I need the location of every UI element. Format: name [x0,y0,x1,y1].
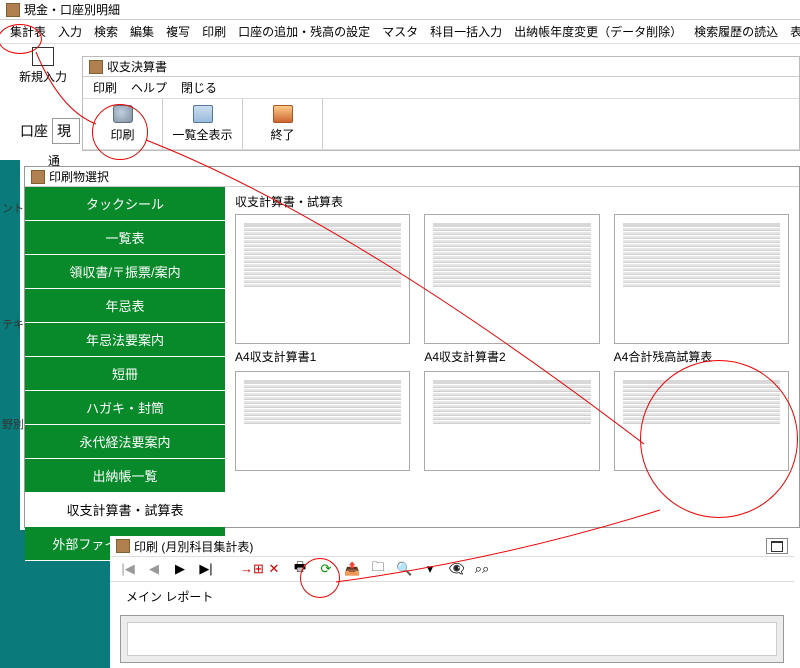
sub-window-title: 収支決算書 [107,58,167,75]
cat-tack-seal[interactable]: タックシール [25,187,225,221]
main-titlebar: 現金・口座別明細 [0,0,800,20]
menu-account-add[interactable]: 口座の追加・残高の設定 [238,23,370,40]
menu-summary[interactable]: 集計表 [10,23,46,40]
folder-icon[interactable]: 🗀 [370,558,386,580]
zoom-icon[interactable]: 🔍 [396,561,412,577]
sub-menu-close[interactable]: 閉じる [181,79,217,96]
thumb-1[interactable]: A4収支計算書1 [235,214,410,365]
app-icon [6,3,20,17]
toolbar-listall-button[interactable]: 一覧全表示 [163,99,243,149]
sub-titlebar: 収支決算書 [83,57,799,77]
cat-nenki[interactable]: 年忌表 [25,289,225,323]
thumb-6[interactable] [614,371,789,471]
cat-receipt[interactable]: 領収書/〒振票/案内 [25,255,225,289]
thumb-5[interactable] [424,371,599,471]
print-sel-icon [31,170,45,184]
menu-master[interactable]: マスタ [382,23,418,40]
find-icon[interactable]: 👁‍🗨 [448,561,464,577]
refresh-icon[interactable]: ⟳ [318,561,334,577]
menu-input[interactable]: 入力 [58,23,82,40]
print-selection-window: 印刷物選択 タックシール 一覧表 領収書/〒振票/案内 年忌表 年忌法要案内 短… [24,166,800,528]
list-icon [193,105,213,123]
print-preview-canvas[interactable] [120,615,784,663]
print-preview-window: 印刷 (月別科目集計表) |◀ ◀ ▶ ▶| →⊞ ✕ 🖶 ⟳ 📤 🗀 🔍 ▾ … [110,536,794,668]
main-window-title: 現金・口座別明細 [24,1,120,18]
nav-prev-icon[interactable]: ◀ [146,561,162,577]
add-icon[interactable]: →⊞ [240,561,256,577]
sub-menubar: 印刷 ヘルプ 閉じる [83,77,799,99]
cat-eidai[interactable]: 永代経法要案内 [25,425,225,459]
account-row: 口座 現 [20,118,80,144]
print-category-menu: タックシール 一覧表 領収書/〒振票/案内 年忌表 年忌法要案内 短冊 ハガキ・… [25,187,225,527]
tab-main-report[interactable]: メイン レポート [120,586,219,607]
menu-bulk-subject[interactable]: 科目一括入力 [430,23,502,40]
main-menubar: 集計表 入力 検索 編集 複写 印刷 口座の追加・残高の設定 マスタ 科目一括入… [0,20,800,44]
nav-first-icon[interactable]: |◀ [120,561,136,577]
nav-last-icon[interactable]: ▶| [198,561,214,577]
export-icon[interactable]: 📤 [344,561,360,577]
print-preview-titlebar: 印刷 (月別科目集計表) [110,536,794,556]
thumb-3-label: A4合計残高試算表 [614,348,789,365]
thumb-5-image [424,371,599,471]
print-selection-title: 印刷物選択 [49,168,109,185]
printer-icon [113,105,133,123]
cat-tanzaku[interactable]: 短冊 [25,357,225,391]
toolbar-exit-button[interactable]: 終了 [243,99,323,149]
sub-app-icon [89,60,103,74]
menu-view[interactable]: 表示 [790,23,800,40]
account-select[interactable]: 現 [52,118,80,144]
thumb-2[interactable]: A4収支計算書2 [424,214,599,365]
close-icon[interactable]: ✕ [266,561,282,577]
thumb-2-label: A4収支計算書2 [424,348,599,365]
menu-year-change[interactable]: 出納帳年度変更（データ削除） [514,23,682,40]
cat-list[interactable]: 一覧表 [25,221,225,255]
thumb-3-image [614,214,789,344]
thumb-section-header: 収支計算書・試算表 [235,193,789,210]
nav-next-icon[interactable]: ▶ [172,561,188,577]
print-icon[interactable]: 🖶 [292,558,308,580]
thumb-1-image [235,214,410,344]
print-preview-page [127,622,777,656]
toolbar-exit-label: 終了 [270,126,294,143]
new-input-label: 新規入力 [10,68,76,85]
toolbar-print-button[interactable]: 印刷 [83,99,163,149]
zoom-dropdown-icon[interactable]: ▾ [422,561,438,577]
new-document-icon [32,48,54,66]
cat-ledger-list[interactable]: 出納帳一覧 [25,459,225,493]
cat-balance-sheet[interactable]: 収支計算書・試算表 [25,493,225,527]
toolbar-print-label: 印刷 [110,126,134,143]
menu-search[interactable]: 検索 [94,23,118,40]
thumb-3[interactable]: A4合計残高試算表 [614,214,789,365]
new-input-button[interactable]: 新規入力 [10,48,76,85]
cat-hagaki[interactable]: ハガキ・封筒 [25,391,225,425]
print-selection-titlebar: 印刷物選択 [25,167,799,187]
menu-print[interactable]: 印刷 [202,23,226,40]
thumb-4[interactable] [235,371,410,471]
print-preview-title: 印刷 (月別科目集計表) [134,538,253,555]
thumb-1-label: A4収支計算書1 [235,348,410,365]
menu-search-history[interactable]: 検索履歴の読込 [694,23,778,40]
left-label-3: 野別 [2,416,24,432]
left-label-2: テキ [2,316,24,332]
thumb-4-image [235,371,410,471]
maximize-button[interactable] [766,538,788,554]
print-preview-toolbar: |◀ ◀ ▶ ▶| →⊞ ✕ 🖶 ⟳ 📤 🗀 🔍 ▾ 👁‍🗨 ⌕⌕ [110,556,794,582]
sub-menu-help[interactable]: ヘルプ [131,79,167,96]
sub-toolbar: 印刷 一覧全表示 終了 [83,99,799,150]
thumb-2-image [424,214,599,344]
print-preview-icon [116,539,130,553]
print-preview-tabs: メイン レポート [110,582,794,611]
menu-copy[interactable]: 複写 [166,23,190,40]
sub-window: 収支決算書 印刷 ヘルプ 閉じる 印刷 一覧全表示 終了 [82,56,800,151]
toolbar-listall-label: 一覧全表示 [172,126,232,143]
menu-edit[interactable]: 編集 [130,23,154,40]
binoculars-icon[interactable]: ⌕⌕ [474,561,490,577]
thumbnail-area: 収支計算書・試算表 A4収支計算書1 A4収支計算書2 [225,187,799,527]
account-label: 口座 [20,121,48,141]
sub-menu-print[interactable]: 印刷 [93,79,117,96]
cat-nenki-announce[interactable]: 年忌法要案内 [25,323,225,357]
thumb-6-image [614,371,789,471]
exit-icon [273,105,293,123]
